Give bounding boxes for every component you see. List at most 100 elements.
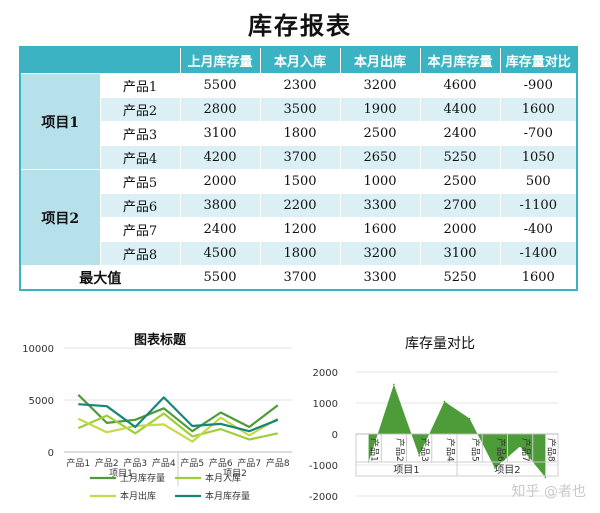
column-header: 上月库存量 <box>179 46 261 74</box>
group-label: 项目2 <box>494 464 520 476</box>
table-cell: 5500 <box>179 73 261 98</box>
column-header: 库存量对比 <box>499 46 578 74</box>
table-row: 产品3 3100 1800 2500 2400 -700 <box>20 121 578 146</box>
table-cell: 1600 <box>499 97 578 122</box>
y-tick-label: 0 <box>48 448 54 459</box>
chart-title: 库存量对比 <box>405 336 475 352</box>
area-chart: 库存量对比 2000 1000 0 -1000 -2000 产品1 产品2 产品3 产品4 产品5 产… <box>309 336 559 503</box>
data-point <box>393 383 395 386</box>
data-point <box>494 467 496 469</box>
area-fill <box>368 384 546 478</box>
data-point <box>443 400 446 403</box>
table-row: 产品7 2400 1200 1600 2000 -400 <box>20 217 578 242</box>
table-cell: 1200 <box>259 217 341 242</box>
chart-title: 图表标题 <box>134 332 187 348</box>
table-cell: 3100 <box>179 121 261 146</box>
table-cell: 3200 <box>339 73 421 98</box>
table-row: 产品2 2800 3500 1900 4400 1600 <box>20 97 578 122</box>
group-label: 项目1 <box>19 73 101 170</box>
x-tick-label: 产品1 <box>369 438 381 462</box>
table-cell: 1000 <box>339 169 421 194</box>
max-cell: 5250 <box>419 265 501 291</box>
x-tick-label: 产品7 <box>520 438 532 462</box>
data-point <box>418 454 420 457</box>
max-cell: 1600 <box>499 265 578 291</box>
table-cell: 2700 <box>419 193 501 218</box>
product-cell: 产品3 <box>99 121 181 146</box>
x-tick-label: 产品2 <box>394 438 406 462</box>
table-cell: 1600 <box>339 217 421 242</box>
table-cell: 1800 <box>259 241 341 266</box>
table-cell: 2000 <box>419 217 501 242</box>
header-corner <box>19 46 181 74</box>
y-tick-label: 1000 <box>313 399 338 410</box>
x-tick-label: 产品3 <box>419 438 431 462</box>
group-label: 项目1 <box>109 468 133 479</box>
y-tick-label: -1000 <box>309 461 338 472</box>
table-row: 产品6 3800 2200 3300 2700 -1100 <box>20 193 578 218</box>
series-line <box>77 394 279 433</box>
table-cell: 4600 <box>419 73 501 98</box>
legend-label: 本月库存量 <box>205 490 250 502</box>
data-point <box>519 445 521 448</box>
table-cell: 2500 <box>339 121 421 146</box>
x-tick-label: 产品4 <box>444 438 456 462</box>
y-tick-label: 5000 <box>29 396 54 407</box>
table-cell: 2300 <box>259 73 341 98</box>
legend-label: 本月出库 <box>120 490 156 502</box>
table-cell: -1400 <box>499 241 578 266</box>
table-row: 产品4 4200 3700 2650 5250 1050 <box>20 145 578 170</box>
data-point <box>544 476 547 479</box>
product-cell: 产品4 <box>99 145 181 170</box>
product-cell: 产品8 <box>99 241 181 266</box>
series-line <box>77 412 279 441</box>
group-label: 项目2 <box>223 468 247 479</box>
group-label: 项目1 <box>393 464 419 476</box>
y-tick-label: -2000 <box>309 492 338 503</box>
y-tick-label: 2000 <box>313 368 338 379</box>
max-cell: 3300 <box>339 265 421 291</box>
table-cell: 4200 <box>179 145 261 170</box>
y-tick-label: 0 <box>332 430 338 441</box>
table-cell: 2400 <box>419 121 501 146</box>
x-tick-label: 产品6 <box>209 457 233 469</box>
table-header-row: 上月库存量 本月入库 本月出库 本月库存量 库存量对比 <box>19 46 578 74</box>
table-cell: 5250 <box>419 145 501 170</box>
table-cell: 1050 <box>499 145 578 170</box>
max-label: 最大值 <box>19 265 181 291</box>
legend-label: 本月入库 <box>205 472 241 484</box>
page-title: 库存报表 <box>248 11 352 40</box>
x-tick-label: 产品7 <box>237 457 261 469</box>
table-cell: 3300 <box>339 193 421 218</box>
product-cell: 产品2 <box>99 97 181 122</box>
table-cell: 3500 <box>259 97 341 122</box>
x-tick-label: 产品8 <box>266 457 290 469</box>
table-cell: 1900 <box>339 97 421 122</box>
table-cell: 2800 <box>179 97 261 122</box>
x-tick-label: 产品3 <box>123 457 147 469</box>
table-cell: -1100 <box>499 193 578 218</box>
table-cell: 3800 <box>179 193 261 218</box>
table-cell: -900 <box>499 73 578 98</box>
inventory-table: 上月库存量 本月入库 本月出库 本月库存量 库存量对比 项目1 产品1 5500… <box>19 46 578 291</box>
table-cell: 1500 <box>259 169 341 194</box>
column-header: 本月库存量 <box>419 46 501 74</box>
legend-label: 上月库存量 <box>120 472 165 484</box>
x-tick-label: 产品5 <box>180 457 204 469</box>
table-cell: 500 <box>499 169 578 194</box>
x-tick-label: 产品2 <box>95 457 119 469</box>
table-cell: 2000 <box>179 169 261 194</box>
x-tick-label: 产品5 <box>470 438 482 462</box>
group-label: 项目2 <box>19 169 101 266</box>
max-cell: 3700 <box>259 265 341 291</box>
table-cell: -400 <box>499 217 578 242</box>
table-row: 项目2 产品5 2000 1500 1000 2500 500 <box>19 169 578 266</box>
max-cell: 5500 <box>179 265 261 291</box>
max-row: 最大值 5500 3700 3300 5250 1600 <box>19 265 578 291</box>
product-cell: 产品1 <box>99 73 181 98</box>
table-cell: 2500 <box>419 169 501 194</box>
watermark: 知乎 @者也 <box>511 484 586 500</box>
table-row: 产品8 4500 1800 3200 3100 -1400 <box>20 241 578 266</box>
x-tick-label: 产品6 <box>495 438 507 462</box>
table-cell: 4500 <box>179 241 261 266</box>
